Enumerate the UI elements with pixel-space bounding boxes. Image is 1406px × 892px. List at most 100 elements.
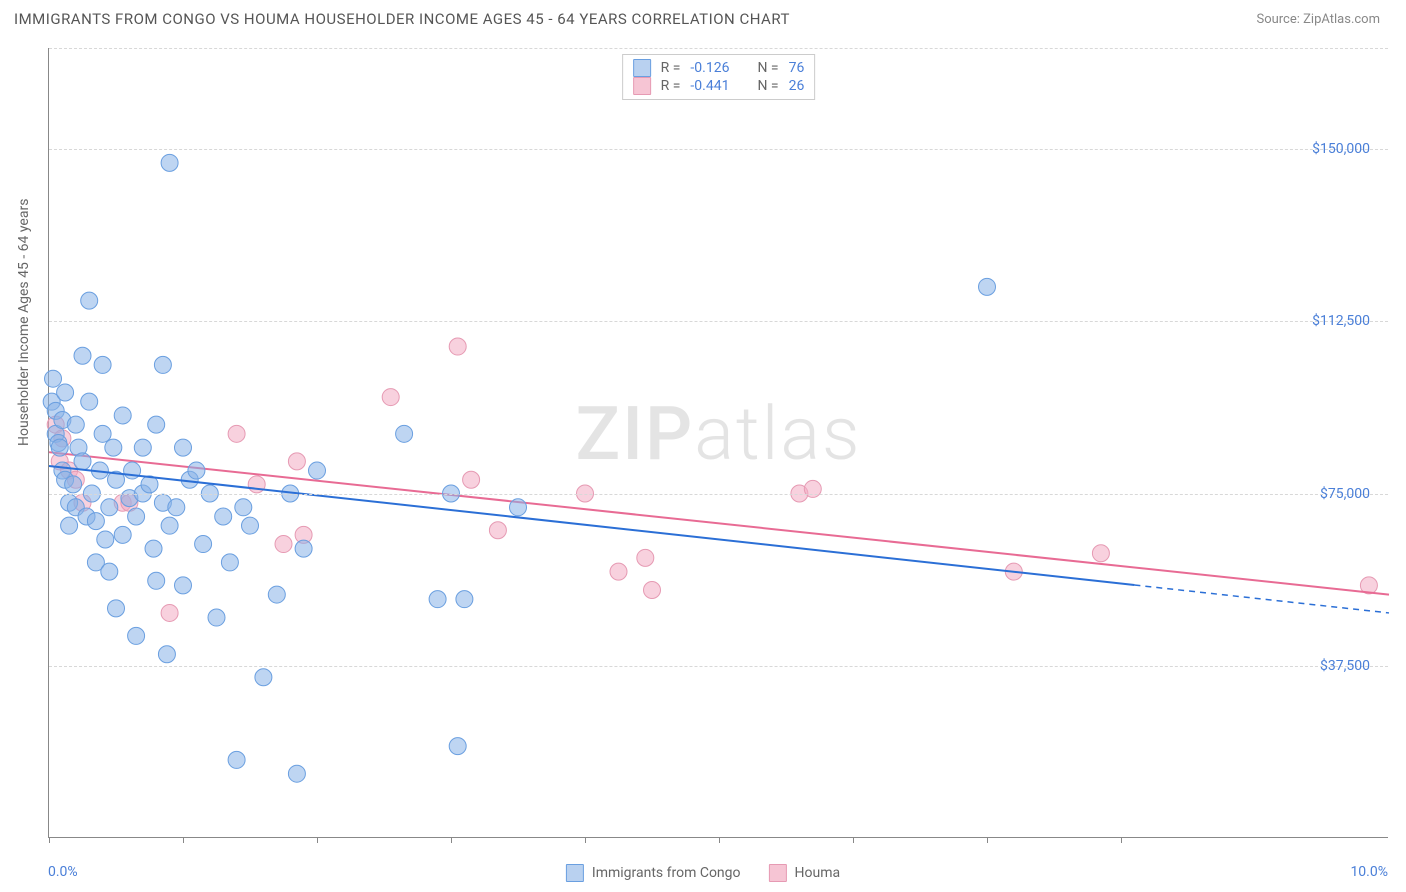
data-point <box>175 577 192 594</box>
r-label-a: R = <box>661 60 681 76</box>
plot-svg <box>49 48 1388 837</box>
legend-label-b: Houma <box>795 865 841 881</box>
y-tick-label: $75,000 <box>1320 486 1370 502</box>
trend-line <box>49 466 1134 585</box>
data-point <box>510 499 527 516</box>
x-tick <box>317 837 318 843</box>
data-point <box>463 471 480 488</box>
x-tick <box>49 837 50 843</box>
source-label: Source: ZipAtlas.com <box>1256 12 1380 27</box>
data-point <box>74 453 91 470</box>
data-point <box>242 517 259 534</box>
data-point <box>114 526 131 543</box>
data-point <box>57 384 74 401</box>
data-point <box>228 751 245 768</box>
data-point <box>158 646 175 663</box>
data-point <box>637 549 654 566</box>
data-point <box>456 591 473 608</box>
data-point <box>148 572 165 589</box>
n-label-b: N = <box>757 78 778 94</box>
x-tick <box>853 837 854 843</box>
data-point <box>145 540 162 557</box>
data-point <box>45 370 62 387</box>
r-value-a: -0.126 <box>690 60 729 76</box>
data-point <box>94 425 111 442</box>
n-value-b: 26 <box>789 78 805 94</box>
y-tick-label: $37,500 <box>1320 658 1370 674</box>
x-axis-min-label: 0.0% <box>48 864 78 880</box>
data-point <box>108 600 125 617</box>
x-tick <box>183 837 184 843</box>
data-point <box>489 522 506 539</box>
data-point <box>134 439 151 456</box>
data-point <box>61 517 78 534</box>
data-point <box>208 609 225 626</box>
stats-legend: R = -0.126 N = 76 R = -0.441 N = 26 <box>622 54 816 100</box>
data-point <box>188 462 205 479</box>
data-point <box>97 531 114 548</box>
gridline-h <box>49 149 1388 150</box>
data-point <box>396 425 413 442</box>
data-point <box>610 563 627 580</box>
data-point <box>154 356 171 373</box>
gridline-h <box>49 48 1388 49</box>
x-tick <box>451 837 452 843</box>
data-point <box>275 536 292 553</box>
gridline-h <box>49 494 1388 495</box>
data-point <box>309 462 326 479</box>
data-point <box>161 517 178 534</box>
data-point <box>295 540 312 557</box>
legend-label-a: Immigrants from Congo <box>592 865 741 881</box>
data-point <box>644 581 661 598</box>
data-point <box>65 476 82 493</box>
data-point <box>255 669 272 686</box>
series-legend: Immigrants from Congo Houma <box>566 864 840 882</box>
data-point <box>74 347 91 364</box>
swatch-series-b-icon <box>633 77 651 95</box>
x-tick <box>585 837 586 843</box>
data-point <box>1092 545 1109 562</box>
data-point <box>161 154 178 171</box>
chart-title: IMMIGRANTS FROM CONGO VS HOUMA HOUSEHOLD… <box>14 10 790 28</box>
x-tick <box>719 837 720 843</box>
data-point <box>128 627 145 644</box>
n-value-a: 76 <box>789 60 805 76</box>
gridline-h <box>49 321 1388 322</box>
data-point <box>382 389 399 406</box>
data-point <box>114 407 131 424</box>
y-tick-label: $112,500 <box>1312 313 1370 329</box>
data-point <box>268 586 285 603</box>
data-point <box>228 425 245 442</box>
data-point <box>449 338 466 355</box>
legend-swatch-b-icon <box>769 864 787 882</box>
data-point <box>128 508 145 525</box>
data-point <box>288 765 305 782</box>
legend-swatch-a-icon <box>566 864 584 882</box>
data-point <box>175 439 192 456</box>
data-point <box>215 508 232 525</box>
data-point <box>81 393 98 410</box>
n-label-a: N = <box>757 60 778 76</box>
data-point <box>101 499 118 516</box>
data-point <box>221 554 238 571</box>
r-label-b: R = <box>661 78 681 94</box>
data-point <box>235 499 252 516</box>
trend-line-dashed <box>1134 585 1389 613</box>
x-axis-max-label: 10.0% <box>1350 864 1388 880</box>
data-point <box>449 738 466 755</box>
swatch-series-a-icon <box>633 59 651 77</box>
data-point <box>101 563 118 580</box>
data-point <box>148 416 165 433</box>
data-point <box>804 480 821 497</box>
data-point <box>94 356 111 373</box>
gridline-h <box>49 666 1388 667</box>
data-point <box>288 453 305 470</box>
y-tick-label: $150,000 <box>1312 141 1370 157</box>
chart-plot-area: ZIPatlas R = -0.126 N = 76 R = -0.441 N … <box>48 48 1388 838</box>
data-point <box>161 604 178 621</box>
data-point <box>429 591 446 608</box>
data-point <box>87 513 104 530</box>
data-point <box>105 439 122 456</box>
x-tick <box>987 837 988 843</box>
data-point <box>81 292 98 309</box>
